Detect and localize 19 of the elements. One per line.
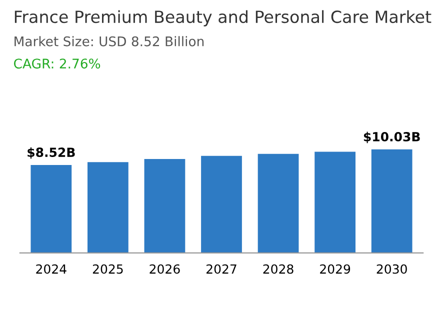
- x-tick-label: 2029: [320, 264, 350, 274]
- chart-title: France Premium Beauty and Personal Care Market: [14, 10, 432, 26]
- x-tick-label: 2030: [376, 264, 407, 274]
- x-tick-label: 2027: [206, 264, 236, 274]
- bar: [258, 154, 299, 253]
- bar: [30, 164, 72, 253]
- data-label: $8.52B: [28, 147, 75, 159]
- text: CAGR: 2.76%: [14, 58, 100, 69]
- bar: [314, 152, 356, 253]
- x-tick-label: 2025: [92, 264, 123, 274]
- bar: [371, 149, 412, 253]
- chart-subtitle: Market Size: USD 8.52 Billion: [14, 36, 204, 46]
- bar: [201, 156, 242, 253]
- data-label: $10.03B: [364, 132, 420, 144]
- x-tick-label: 2026: [150, 264, 180, 274]
- x-tick-label: 2024: [36, 264, 66, 274]
- bar: [88, 162, 128, 253]
- x-tick-label: 2028: [263, 264, 294, 274]
- bar: [144, 159, 186, 253]
